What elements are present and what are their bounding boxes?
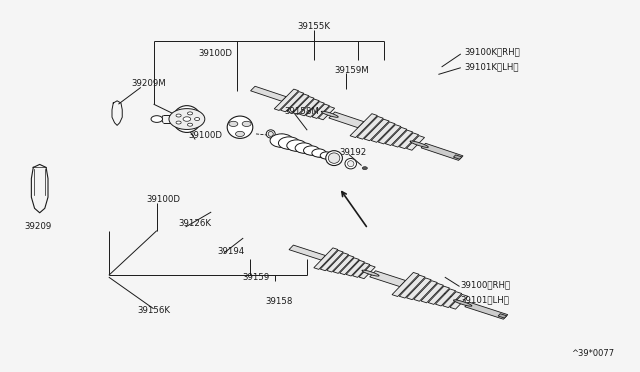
Text: 39100〈RH〉: 39100〈RH〉 [461, 280, 511, 289]
Ellipse shape [320, 152, 333, 159]
Polygon shape [320, 250, 343, 271]
Circle shape [362, 167, 367, 170]
Ellipse shape [321, 111, 339, 117]
Ellipse shape [173, 106, 201, 132]
Polygon shape [421, 283, 444, 303]
Ellipse shape [266, 130, 275, 138]
Polygon shape [392, 272, 419, 296]
Polygon shape [421, 143, 463, 160]
Ellipse shape [328, 153, 340, 163]
Polygon shape [287, 94, 309, 113]
Circle shape [151, 116, 163, 122]
Circle shape [195, 118, 200, 121]
Polygon shape [364, 119, 389, 141]
Polygon shape [353, 263, 370, 278]
Ellipse shape [303, 146, 319, 155]
Polygon shape [293, 97, 314, 115]
Polygon shape [300, 99, 319, 116]
Ellipse shape [345, 158, 356, 169]
Ellipse shape [268, 132, 273, 137]
Polygon shape [318, 106, 335, 120]
Text: 39209M: 39209M [131, 79, 166, 88]
Polygon shape [346, 260, 365, 276]
Ellipse shape [278, 137, 300, 149]
Ellipse shape [287, 140, 307, 151]
Ellipse shape [362, 270, 379, 276]
Polygon shape [385, 127, 407, 145]
Text: 39101K〈LH〉: 39101K〈LH〉 [464, 62, 518, 71]
Text: 39155K: 39155K [297, 22, 330, 31]
Text: 39100D: 39100D [198, 49, 232, 58]
Polygon shape [399, 133, 419, 149]
Polygon shape [428, 286, 449, 304]
Polygon shape [327, 253, 349, 272]
Text: ^39*0077: ^39*0077 [572, 349, 614, 358]
Polygon shape [370, 271, 406, 286]
Polygon shape [306, 102, 324, 117]
Polygon shape [274, 89, 299, 110]
Text: 39158M: 39158M [285, 107, 319, 116]
Text: 39158: 39158 [266, 297, 293, 306]
Polygon shape [453, 155, 462, 159]
Polygon shape [359, 265, 375, 279]
Text: 39100D: 39100D [146, 195, 180, 203]
Text: 39159M: 39159M [334, 66, 369, 75]
Circle shape [176, 121, 181, 124]
Polygon shape [314, 248, 338, 269]
Circle shape [176, 114, 181, 117]
Ellipse shape [326, 151, 342, 166]
Polygon shape [392, 130, 413, 147]
Polygon shape [435, 289, 456, 306]
Polygon shape [329, 112, 364, 128]
Text: 39209: 39209 [25, 222, 52, 231]
Ellipse shape [348, 161, 354, 167]
Polygon shape [406, 278, 431, 300]
Text: 39156K: 39156K [138, 306, 171, 315]
Circle shape [229, 121, 238, 126]
Ellipse shape [295, 143, 313, 153]
Polygon shape [450, 294, 468, 309]
Polygon shape [371, 122, 395, 142]
Polygon shape [250, 86, 286, 101]
Text: 39194: 39194 [218, 247, 245, 256]
Polygon shape [465, 302, 508, 319]
Polygon shape [378, 125, 401, 144]
Polygon shape [357, 116, 383, 139]
Ellipse shape [454, 300, 472, 306]
Polygon shape [289, 245, 326, 260]
Polygon shape [413, 281, 437, 301]
Ellipse shape [227, 116, 253, 138]
Circle shape [169, 109, 205, 129]
Text: 39100K〈RH〉: 39100K〈RH〉 [464, 48, 520, 57]
Ellipse shape [312, 149, 326, 157]
Polygon shape [498, 314, 507, 318]
Text: 39192: 39192 [339, 148, 367, 157]
Ellipse shape [410, 141, 428, 147]
Circle shape [188, 123, 193, 126]
Polygon shape [406, 136, 424, 150]
Circle shape [242, 121, 251, 126]
Polygon shape [399, 275, 425, 298]
Polygon shape [312, 104, 330, 118]
Ellipse shape [270, 134, 293, 147]
Circle shape [183, 117, 191, 121]
Polygon shape [443, 292, 462, 308]
Polygon shape [350, 114, 378, 138]
Circle shape [236, 131, 244, 137]
Text: 39101〈LH〉: 39101〈LH〉 [461, 295, 509, 304]
Polygon shape [333, 255, 354, 273]
Text: 39100D: 39100D [189, 131, 223, 140]
Text: 39126K: 39126K [178, 219, 211, 228]
Polygon shape [340, 258, 359, 275]
Circle shape [188, 112, 193, 115]
Text: 39159: 39159 [242, 273, 269, 282]
Polygon shape [280, 92, 304, 112]
